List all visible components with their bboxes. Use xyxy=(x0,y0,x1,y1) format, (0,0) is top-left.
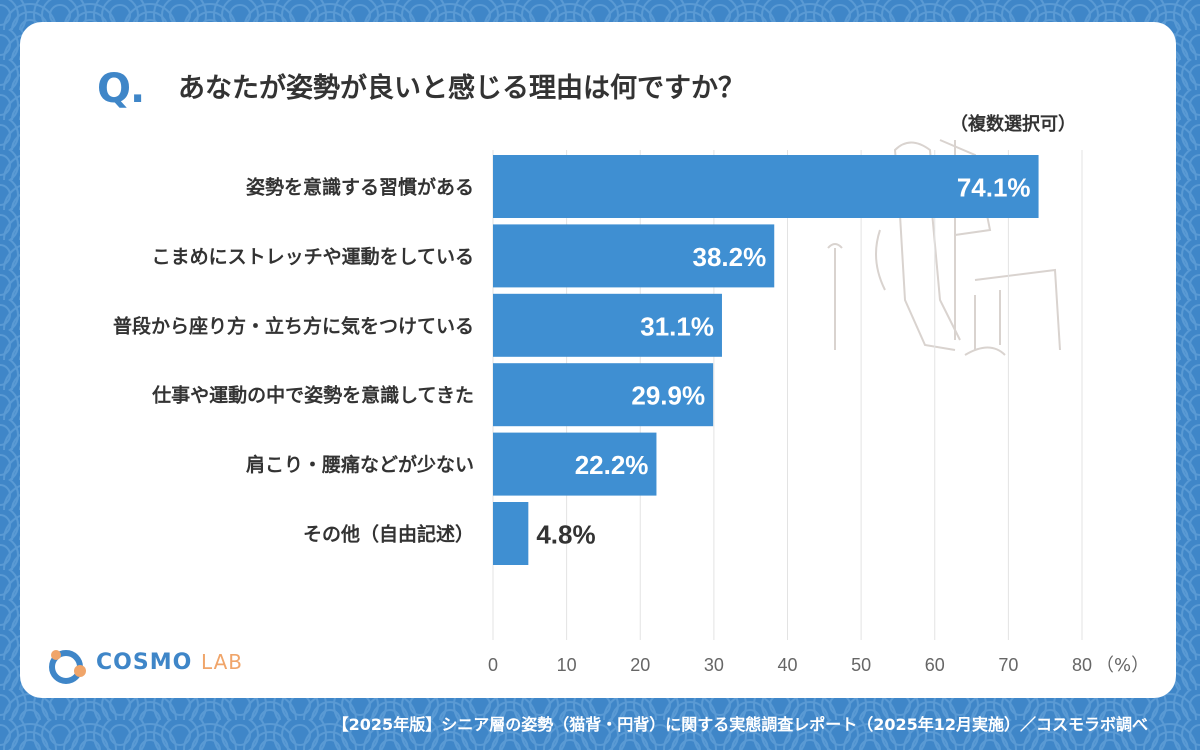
bar xyxy=(493,502,529,565)
bar xyxy=(493,155,1039,218)
category-labels: 姿勢を意識する習慣があるこまめにストレッチや運動をしている普段から座り方・立ち方… xyxy=(113,176,474,546)
value-label: 74.1% xyxy=(957,173,1031,203)
logo-name-sub: LAB xyxy=(200,650,243,674)
category-label: その他（自由記述） xyxy=(303,523,474,546)
question-mark: Q. xyxy=(97,66,145,112)
bar xyxy=(493,432,657,496)
bar xyxy=(493,293,722,357)
category-label: 仕事や運動の中で姿勢を意識してきた xyxy=(151,384,474,407)
x-tick-label: 50 xyxy=(851,655,871,675)
value-label: 22.2% xyxy=(575,450,649,480)
x-tick-label: 40 xyxy=(777,655,797,675)
cosmo-lab-logo-icon xyxy=(49,650,86,684)
x-tick-label: 80 xyxy=(1072,655,1092,675)
category-label: 肩こり・腰痛などが少ない xyxy=(246,453,474,476)
chart-title: あなたが姿勢が良いと感じる理由は何ですか？ xyxy=(178,73,745,104)
category-label: こまめにストレッチや運動をしている xyxy=(152,246,474,268)
logo-name-main: COSMO xyxy=(96,650,193,675)
bar xyxy=(493,363,714,427)
x-tick-label: 20 xyxy=(630,655,650,675)
category-label: 姿勢を意識する習慣がある xyxy=(246,176,474,199)
value-label: 38.2% xyxy=(693,242,767,272)
multiple-choice-note: （複数選択可） xyxy=(950,114,1076,135)
value-label: 29.9% xyxy=(631,381,705,411)
x-tick-label: 30 xyxy=(704,655,724,675)
x-tick-label: 0 xyxy=(488,655,498,675)
x-tick-label: 10 xyxy=(557,655,577,675)
value-labels: 74.1% 38.2% 31.1% 29.9% 22.2% 4.8% xyxy=(536,173,1030,550)
bar xyxy=(493,224,775,288)
category-label: 普段から座り方・立ち方に気をつけている xyxy=(113,314,474,337)
chart-card xyxy=(20,22,1176,698)
x-tick-label: 60 xyxy=(925,655,945,675)
bars xyxy=(493,155,1039,565)
x-tick-label: 70 xyxy=(998,655,1018,675)
source-footer: 【2025年版】シニア層の姿勢（猫背・円背）に関する実態調査レポート（2025年… xyxy=(332,715,1148,734)
value-label: 4.8% xyxy=(536,520,595,550)
x-unit-label: （%） xyxy=(1096,655,1149,676)
logo-text: COSMO LAB xyxy=(96,650,243,675)
value-label: 31.1% xyxy=(640,311,714,341)
x-tick-labels: 0 10 20 30 40 50 60 70 80 （%） xyxy=(488,655,1149,676)
